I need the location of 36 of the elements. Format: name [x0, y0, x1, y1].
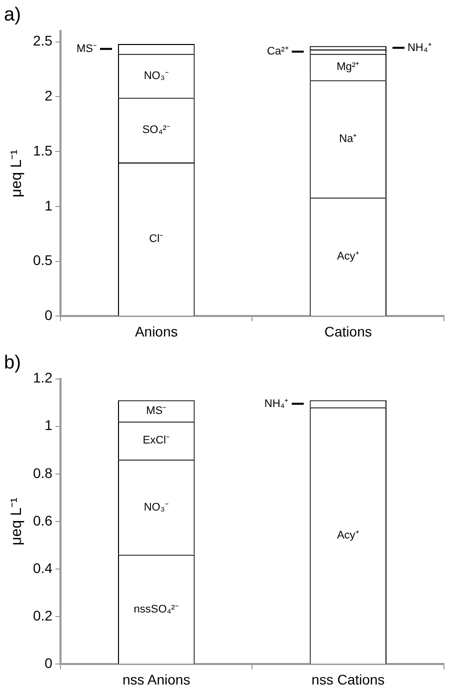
series-label: Acy⁺: [336, 250, 360, 263]
x-tick-label: nss Cations: [312, 671, 385, 688]
y-tick-label: 0: [44, 307, 53, 324]
y-tick-label: 0.4: [32, 560, 53, 576]
y-axis-title: μeq L⁻¹: [8, 498, 26, 546]
series-label: nssSO₄²⁻: [134, 603, 179, 616]
series-label: MS⁻: [76, 42, 97, 55]
y-axis-title: μeq L⁻¹: [8, 150, 26, 198]
y-tick-label: 1.5: [32, 142, 53, 158]
series-label: ExCl⁻: [142, 434, 170, 447]
y-tick-label: 1: [44, 197, 53, 214]
chart-title: b): [4, 352, 21, 374]
series-label: MS⁻: [146, 404, 167, 417]
y-tick-label: 2.5: [32, 32, 53, 49]
series-label: NH₄⁺: [264, 398, 289, 410]
series-label: NO₃⁻: [144, 501, 169, 514]
y-tick-label: 1.2: [32, 370, 53, 386]
x-tick-label: Anions: [134, 323, 178, 340]
y-tick-label: 0.8: [32, 464, 53, 481]
y-tick-label: 0.6: [32, 512, 53, 528]
series-label: Acy⁺: [336, 530, 360, 542]
y-tick-label: 0.2: [32, 607, 53, 624]
chart-title: a): [4, 4, 21, 26]
series-label: SO₄²⁻: [142, 124, 170, 136]
series-label: Ca²⁺: [267, 46, 289, 58]
y-tick-label: 2: [44, 88, 53, 104]
x-tick-label: Cations: [324, 323, 372, 340]
y-tick-label: 1: [44, 417, 53, 434]
y-tick-label: 0.5: [32, 252, 53, 268]
x-tick-label: nss Anions: [122, 671, 190, 688]
y-tick-label: 0: [44, 655, 53, 672]
series-label: Cl⁻: [149, 233, 164, 246]
series-label: NO₃⁻: [144, 70, 169, 82]
series-label: Mg²⁺: [336, 61, 360, 74]
series-label: NH₄⁺: [407, 42, 432, 54]
series-label: Na⁺: [339, 132, 358, 145]
